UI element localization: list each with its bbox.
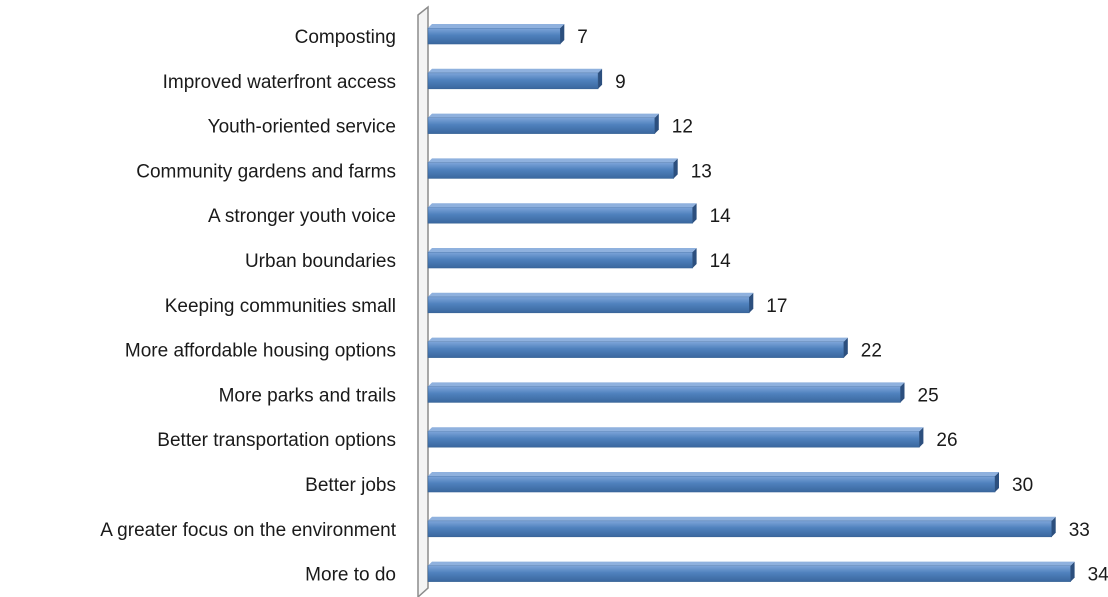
category-label: Composting <box>295 27 396 48</box>
bar <box>427 382 905 403</box>
category-label: Community gardens and farms <box>136 161 396 182</box>
category-label: A stronger youth voice <box>208 206 396 227</box>
bar-top <box>428 203 697 208</box>
category-label: More parks and trails <box>219 385 396 406</box>
bar-side <box>749 292 754 313</box>
bar-side <box>692 203 697 224</box>
bar-face <box>427 386 901 403</box>
bar-top <box>428 382 905 387</box>
bar-top <box>428 561 1075 566</box>
bar-face <box>427 341 845 358</box>
bar-top <box>428 427 924 432</box>
category-label: Better jobs <box>305 475 396 496</box>
bar-top <box>428 337 848 342</box>
bar-face <box>427 117 656 134</box>
bar-face <box>427 206 693 224</box>
bar-side <box>900 382 905 403</box>
bar-side <box>560 24 565 44</box>
bar <box>427 68 603 90</box>
value-label: 22 <box>861 341 882 362</box>
value-labels: 7 9 12 13 14 14 17 22 25 26 30 33 34 <box>577 27 1108 586</box>
bar-face <box>427 27 561 45</box>
bar-face <box>427 296 750 314</box>
bar-side <box>692 248 697 268</box>
bar <box>427 24 565 45</box>
bars <box>427 24 1075 582</box>
bar <box>427 472 999 493</box>
value-label: 12 <box>672 117 693 138</box>
category-label: Better transportation options <box>157 430 396 451</box>
bar <box>427 248 697 269</box>
value-label: 14 <box>710 206 732 227</box>
bar-side <box>843 337 848 358</box>
category-label: Youth-oriented service <box>208 117 396 138</box>
category-label: A greater focus on the environment <box>100 520 396 541</box>
value-label: 26 <box>936 430 957 451</box>
category-label: Keeping communities small <box>165 296 396 317</box>
bar-top <box>428 113 659 118</box>
category-label: More to do <box>305 565 396 586</box>
axis-wall <box>417 5 429 597</box>
bar <box>427 516 1056 538</box>
bar-face <box>427 520 1053 538</box>
bar-top <box>428 472 999 476</box>
bar-side <box>673 158 678 179</box>
value-label: 9 <box>615 72 626 93</box>
value-label: 13 <box>691 161 712 182</box>
category-label: Urban boundaries <box>245 251 396 272</box>
bar-side <box>1051 516 1056 537</box>
bar-top <box>428 516 1056 521</box>
bar-side <box>995 472 999 492</box>
bar <box>427 292 754 314</box>
value-label: 14 <box>710 251 732 272</box>
bar-face <box>427 162 674 179</box>
bar <box>427 561 1075 582</box>
bar-face <box>427 251 693 269</box>
value-label: 30 <box>1012 475 1033 496</box>
category-labels: Composting Improved waterfront access Yout… <box>100 27 396 586</box>
category-label: Improved waterfront access <box>163 72 396 93</box>
bar-top <box>428 158 678 163</box>
value-label: 7 <box>577 27 588 48</box>
bar <box>427 427 924 448</box>
bar-face <box>427 72 599 90</box>
bar-top <box>428 68 603 73</box>
bar-face <box>427 475 996 493</box>
bar-top <box>428 248 697 252</box>
value-label: 34 <box>1088 565 1108 586</box>
bar-top <box>428 292 754 297</box>
bar-side <box>654 113 659 134</box>
bar-side <box>1070 561 1075 582</box>
bar <box>427 113 659 134</box>
value-label: 33 <box>1069 520 1090 541</box>
bar-face <box>427 430 920 448</box>
bar-side <box>598 68 603 89</box>
value-label: 17 <box>766 296 787 317</box>
bar <box>427 158 678 179</box>
category-label: More affordable housing options <box>125 341 396 362</box>
bar-side <box>919 427 924 448</box>
bar-top <box>428 24 565 28</box>
value-label: 25 <box>918 385 939 406</box>
bar <box>427 203 697 224</box>
bar <box>427 337 848 358</box>
bar-face <box>427 565 1071 582</box>
